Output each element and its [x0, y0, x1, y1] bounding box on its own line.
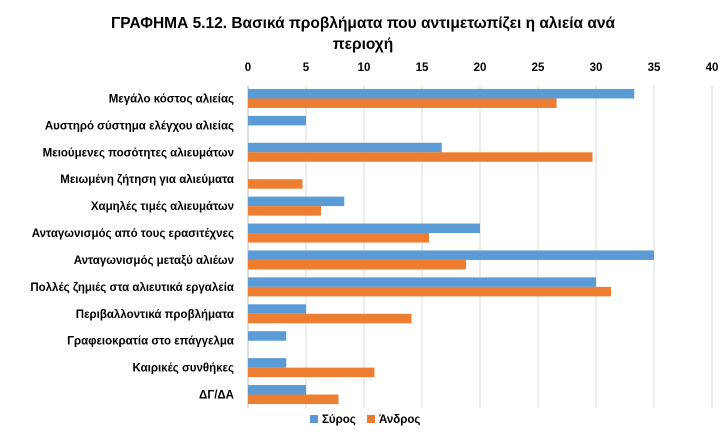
x-tick-label: 30 — [590, 62, 603, 74]
category-label: Μειωμένη ζήτηση για αλιεύματα — [60, 174, 234, 186]
gridlines — [247, 85, 713, 408]
x-tick-label: 35 — [648, 62, 661, 74]
category-labels: Μεγάλο κόστος αλιείας Αυστηρό σύστημα ελέ… — [30, 93, 234, 401]
bar-series1 — [248, 196, 345, 207]
x-tick-label: 40 — [706, 62, 719, 74]
bar-series2 — [248, 313, 412, 324]
bar-series1 — [248, 331, 287, 341]
bar-series2 — [248, 367, 375, 378]
bar-series2 — [248, 233, 429, 243]
bar-series2 — [248, 152, 593, 162]
category-label: Ανταγωνισμός μεταξύ αλιέων — [74, 255, 234, 267]
bar-series1 — [248, 385, 306, 395]
category-label: Πολλές ζημιές στα αλιευτικά εργαλεία — [30, 282, 234, 294]
legend-swatch — [310, 415, 318, 423]
bar-series1 — [248, 250, 654, 260]
bar-series2 — [248, 394, 339, 405]
x-tick-label: 5 — [303, 62, 310, 74]
category-label: Καιρικές συνθήκες — [133, 363, 234, 375]
bar-series2 — [248, 259, 467, 270]
category-label: Μειούμενες ποσότητες αλιευμάτων — [43, 147, 234, 159]
bars — [248, 88, 654, 405]
category-label: Ανταγωνισμός από τους ερασιτέχνες — [32, 228, 234, 240]
legend-label: Σύρος — [322, 414, 356, 426]
x-tick-label: 15 — [416, 62, 429, 74]
category-label: ΔΓ/ΔΑ — [199, 390, 234, 402]
x-axis-ticks: 0 5 10 15 20 25 30 35 40 — [245, 62, 719, 74]
chart-title-line1: ΓΡΑΦΗΜΑ 5.12. Βασικά προβλήματα που αντι… — [111, 15, 616, 32]
bar-series2 — [248, 179, 303, 189]
legend: Σύρος Άνδρος — [310, 414, 420, 426]
bar-series2 — [248, 286, 612, 297]
legend-swatch — [367, 415, 375, 423]
category-label: Μεγάλο κόστος αλιείας — [109, 93, 234, 105]
bar-series2 — [248, 206, 322, 216]
bar-series2 — [248, 98, 557, 108]
bar-series1 — [248, 142, 442, 153]
category-label: Γραφειοκρατία στο επάγγελμα — [67, 336, 234, 348]
legend-label: Άνδρος — [379, 414, 420, 426]
chart-title-line2: περιοχή — [333, 36, 393, 53]
bar-series1 — [248, 304, 306, 314]
x-tick-label: 25 — [532, 62, 545, 74]
bar-series1 — [248, 277, 596, 287]
x-tick-label: 10 — [358, 62, 371, 74]
bar-series1 — [248, 223, 480, 234]
category-label: Χαμηλές τιμές αλιευμάτων — [91, 201, 234, 213]
bar-series1 — [248, 88, 635, 99]
x-tick-label: 20 — [474, 62, 487, 74]
bar-series1 — [248, 358, 287, 368]
bar-series1 — [248, 115, 306, 126]
category-label: Περιβαλλοντικά προβλήματα — [76, 309, 234, 321]
category-label: Αυστηρό σύστημα ελέγχου αλιείας — [45, 120, 234, 132]
x-tick-label: 0 — [245, 62, 251, 74]
